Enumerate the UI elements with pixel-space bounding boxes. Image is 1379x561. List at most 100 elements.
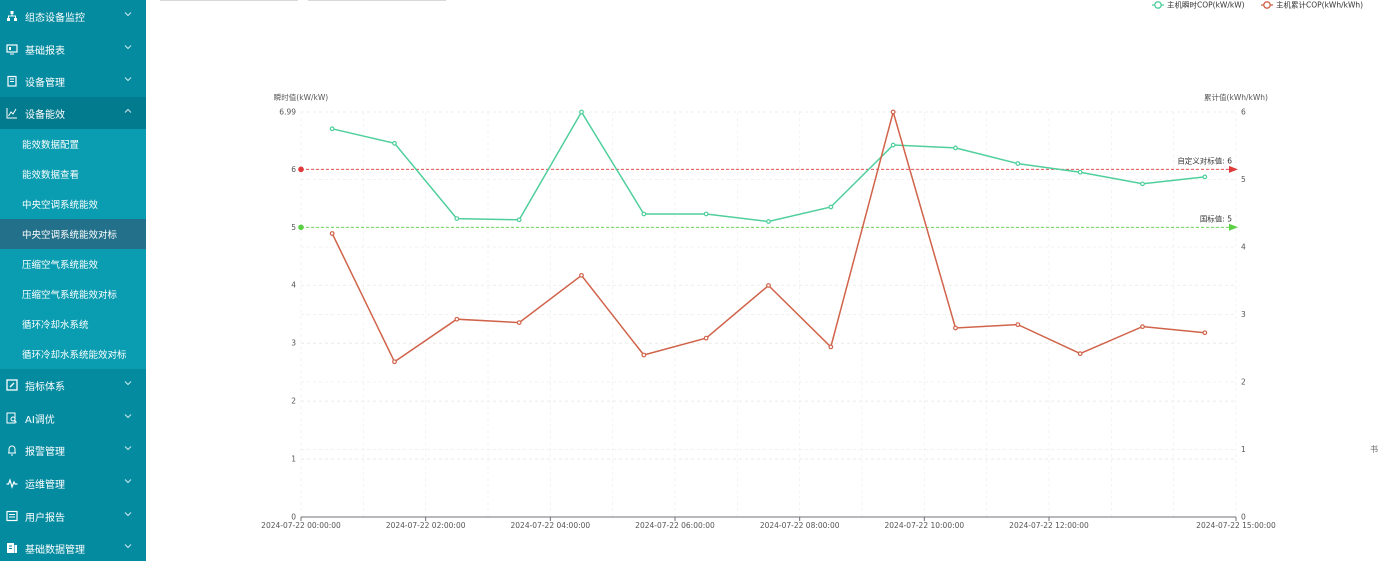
legend-marker-0 — [1154, 1, 1162, 9]
sidebar-item-configuration-monitor[interactable]: 组态设备监控 — [0, 0, 146, 32]
y-left-tick-label: 6.99 — [279, 108, 296, 117]
series-point-0 — [392, 140, 397, 146]
series-point-0 — [516, 217, 522, 223]
sidebar-item-label: 设备管理 — [25, 77, 65, 89]
mark-line-start-point — [298, 224, 304, 231]
clipboard-icon — [6, 75, 18, 87]
database-icon — [6, 542, 18, 554]
y-right-tick-label: 1 — [1241, 445, 1246, 454]
series-point-1 — [454, 316, 460, 322]
sidebar-item-device-management[interactable]: 设备管理 — [0, 65, 146, 97]
y-right-tick-label: 4 — [1241, 243, 1246, 252]
y-left-tick-label: 1 — [291, 455, 296, 464]
sidebar-item-label: 指标体系 — [25, 381, 65, 393]
chevron-down-icon — [124, 380, 134, 390]
mark-line-label: 国标值: 5 — [1200, 213, 1232, 223]
sidebar-item-label: 运维管理 — [25, 479, 65, 491]
y-left-tick-label: 5 — [291, 223, 296, 232]
submenu-item[interactable]: 能效数据查看 — [22, 170, 80, 181]
x-tick-label: 2024-07-22 12:00:00 — [1009, 521, 1089, 530]
submenu-item-active[interactable]: 中央空调系统能效对标 — [0, 219, 146, 249]
series-point-1 — [953, 325, 958, 331]
series-point-0 — [703, 211, 709, 217]
series-point-0 — [1140, 181, 1145, 187]
submenu-item[interactable]: 压缩空气系统能效对标 — [22, 290, 118, 301]
y-right-axis-name: 累计值(kWh/kWh) — [1204, 92, 1268, 102]
sidebar-item-index-system[interactable]: 指标体系 — [0, 369, 146, 401]
submenu-item[interactable]: 循环冷却水系统 — [22, 320, 89, 331]
sidebar-item-ops-management[interactable]: 运维管理 — [0, 467, 146, 499]
mark-line-label: 自定义对标值: 6 — [1177, 155, 1232, 165]
toolbox-icon[interactable]: 书 — [1370, 445, 1378, 454]
top-tab-outline-2 — [308, 0, 446, 1]
sidebar-item-label: 基础报表 — [25, 45, 65, 57]
mark-line-start-point — [298, 166, 304, 173]
y-right-tick-label: 6 — [1241, 108, 1246, 117]
series-point-1 — [329, 231, 335, 236]
sidebar-item-user-report[interactable]: 用户报告 — [0, 500, 146, 532]
chevron-down-icon — [124, 511, 134, 521]
area-chart-icon — [6, 107, 18, 119]
submenu-item[interactable]: 能效数据配置 — [22, 140, 80, 151]
series-point-0 — [1015, 161, 1021, 166]
sidebar: 能效数据配置 能效数据查看中央空调系统能效中央空调系统能效对标压缩空气系统能效压缩… — [0, 0, 146, 561]
submenu-device-efficiency: 能效数据配置 能效数据查看中央空调系统能效中央空调系统能效对标压缩空气系统能效压缩… — [0, 129, 146, 369]
sidebar-item-basic-data-management[interactable]: 基础数据管理 — [0, 532, 146, 561]
report-icon — [6, 510, 18, 522]
sidebar-item-device-efficiency[interactable]: 设备能效 — [0, 97, 146, 129]
series-point-1 — [703, 335, 709, 341]
sidebar-item-label: 设备能效 — [25, 109, 65, 121]
y-left-tick-label: 0 — [291, 513, 296, 522]
series-point-1 — [766, 283, 771, 288]
series-point-0 — [1077, 169, 1083, 175]
mark-line-arrow — [1229, 223, 1238, 231]
series-point-1 — [1077, 351, 1083, 357]
series-point-0 — [641, 211, 647, 217]
y-left-tick-label: 6 — [291, 165, 296, 174]
sidebar-item-label: 报警管理 — [25, 446, 65, 458]
series-point-0 — [890, 142, 896, 148]
x-tick-label: 2024-07-22 02:00:00 — [386, 521, 466, 530]
series-point-1 — [392, 359, 397, 365]
y-left-tick-label: 4 — [291, 281, 296, 290]
x-tick-label: 2024-07-22 06:00:00 — [635, 521, 715, 530]
x-tick-label: 2024-07-22 10:00:00 — [885, 521, 965, 530]
series-point-0 — [766, 219, 771, 224]
sidebar-item-label: 组态设备监控 — [25, 12, 85, 24]
series-point-1 — [641, 352, 647, 358]
sidebar-item-label: 用户报告 — [25, 512, 65, 524]
x-tick-label: 2024-07-22 04:00:00 — [511, 521, 591, 530]
series-point-1 — [890, 109, 896, 115]
series-point-1 — [828, 344, 834, 350]
series-point-0 — [454, 216, 460, 222]
y-right-tick-label: 2 — [1241, 378, 1246, 387]
series-point-1 — [1140, 324, 1145, 330]
series-point-1 — [1202, 330, 1208, 336]
series-point-1 — [516, 320, 522, 326]
sidebar-item-ai-tuning[interactable]: AI调优 — [0, 402, 146, 434]
chevron-down-icon — [124, 478, 134, 488]
submenu-item[interactable]: 压缩空气系统能效 — [22, 260, 99, 271]
edit-icon — [6, 379, 18, 391]
series-point-1 — [1015, 322, 1021, 328]
series-point-0 — [329, 126, 335, 132]
sidebar-item-alarm-management[interactable]: 报警管理 — [0, 434, 146, 466]
sidebar-item-basic-reports[interactable]: 基础报表 — [0, 33, 146, 65]
sitemap-icon — [6, 10, 18, 22]
submenu-item[interactable]: 循环冷却水系统能效对标 — [22, 350, 127, 361]
chevron-down-icon — [124, 76, 134, 86]
y-left-axis-name: 瞬时值(kW/kW) — [274, 92, 328, 102]
series-point-0 — [828, 204, 834, 210]
chevron-down-icon — [124, 44, 134, 54]
submenu-item[interactable]: 中央空调系统能效 — [22, 200, 99, 211]
chevron-down-icon — [124, 543, 134, 553]
x-tick-label: 2024-07-22 15:00:00 — [1196, 521, 1276, 530]
chevron-up-icon — [124, 108, 134, 118]
search-doc-icon — [6, 412, 18, 424]
x-tick-label: 2024-07-22 08:00:00 — [760, 521, 840, 530]
legend-label-1: 主机累计COP(kWh/kWh) — [1276, 0, 1363, 10]
series-point-0 — [953, 145, 958, 151]
legend-label-0: 主机瞬时COP(kW/kW) — [1167, 0, 1245, 10]
y-right-tick-label: 3 — [1241, 310, 1246, 319]
